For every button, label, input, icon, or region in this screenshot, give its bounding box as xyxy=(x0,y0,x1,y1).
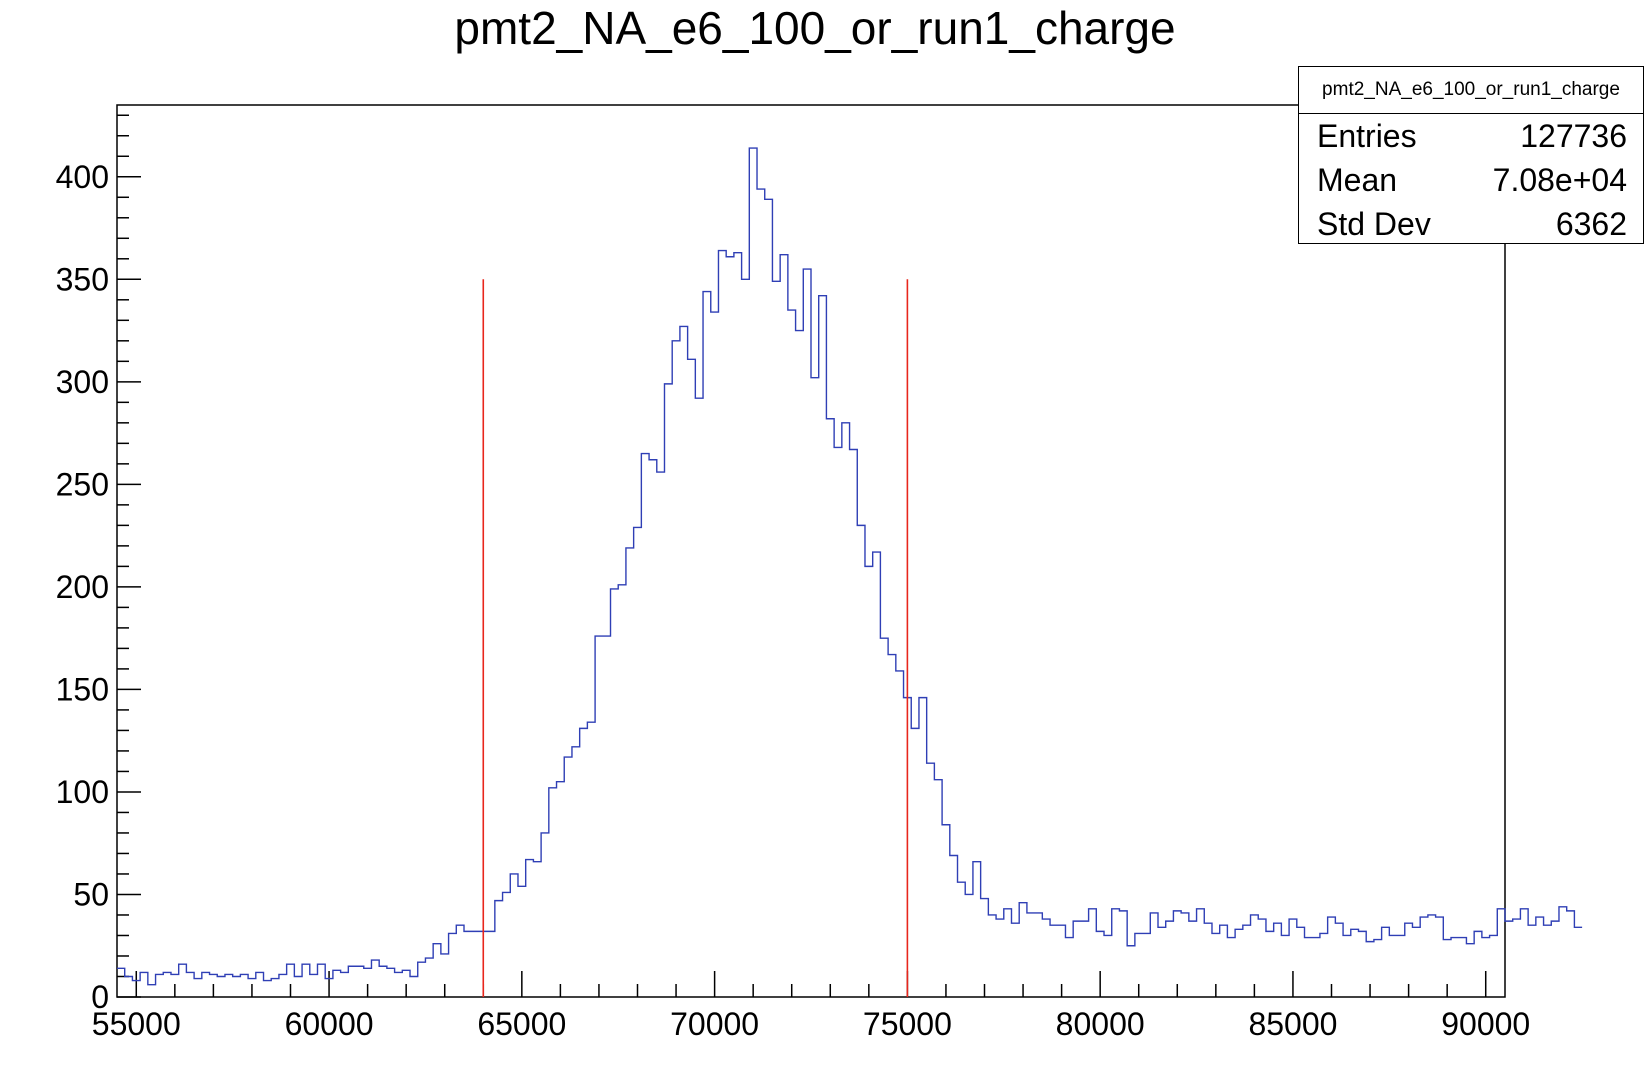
stats-label: Std Dev xyxy=(1317,206,1431,242)
x-tick-label: 65000 xyxy=(477,1006,566,1042)
plot-frame xyxy=(116,104,1506,998)
x-tick-label: 80000 xyxy=(1056,1006,1145,1042)
plot-area: 0 50 100 150 200 250 300 350 400 55000 60000 65000 7… xyxy=(56,104,1583,1042)
stats-value: 127736 xyxy=(1520,118,1627,154)
y-tick-label: 400 xyxy=(56,159,109,195)
chart-title: pmt2_NA_e6_100_or_run1_charge xyxy=(454,2,1175,54)
y-tick-label: 200 xyxy=(56,569,109,605)
stats-row-mean: Mean 7.08e+04 xyxy=(1299,158,1643,202)
x-tick-label: 55000 xyxy=(92,1006,181,1042)
stats-label: Entries xyxy=(1317,118,1417,154)
y-tick-label: 150 xyxy=(56,671,109,707)
stats-box-name: pmt2_NA_e6_100_or_run1_charge xyxy=(1299,67,1643,114)
x-tick-label: 85000 xyxy=(1248,1006,1337,1042)
x-tick-label: 90000 xyxy=(1441,1006,1530,1042)
stats-row-entries: Entries 127736 xyxy=(1299,114,1643,158)
y-tick-label: 250 xyxy=(56,466,109,502)
y-tick-label: 350 xyxy=(56,261,109,297)
y-tick-label: 0 xyxy=(91,979,109,1015)
y-tick-label: 300 xyxy=(56,364,109,400)
stats-box: pmt2_NA_e6_100_or_run1_charge Entries 12… xyxy=(1298,66,1644,244)
x-tick-label: 70000 xyxy=(670,1006,759,1042)
stats-row-stddev: Std Dev 6362 xyxy=(1299,202,1643,246)
histogram-series xyxy=(117,147,1583,986)
x-tick-label: 75000 xyxy=(863,1006,952,1042)
y-tick-label: 50 xyxy=(73,876,109,912)
x-tick-label: 60000 xyxy=(285,1006,374,1042)
stats-value: 7.08e+04 xyxy=(1492,162,1627,198)
stats-value: 6362 xyxy=(1555,206,1627,242)
y-tick-label: 100 xyxy=(56,774,109,810)
stats-label: Mean xyxy=(1317,162,1398,198)
